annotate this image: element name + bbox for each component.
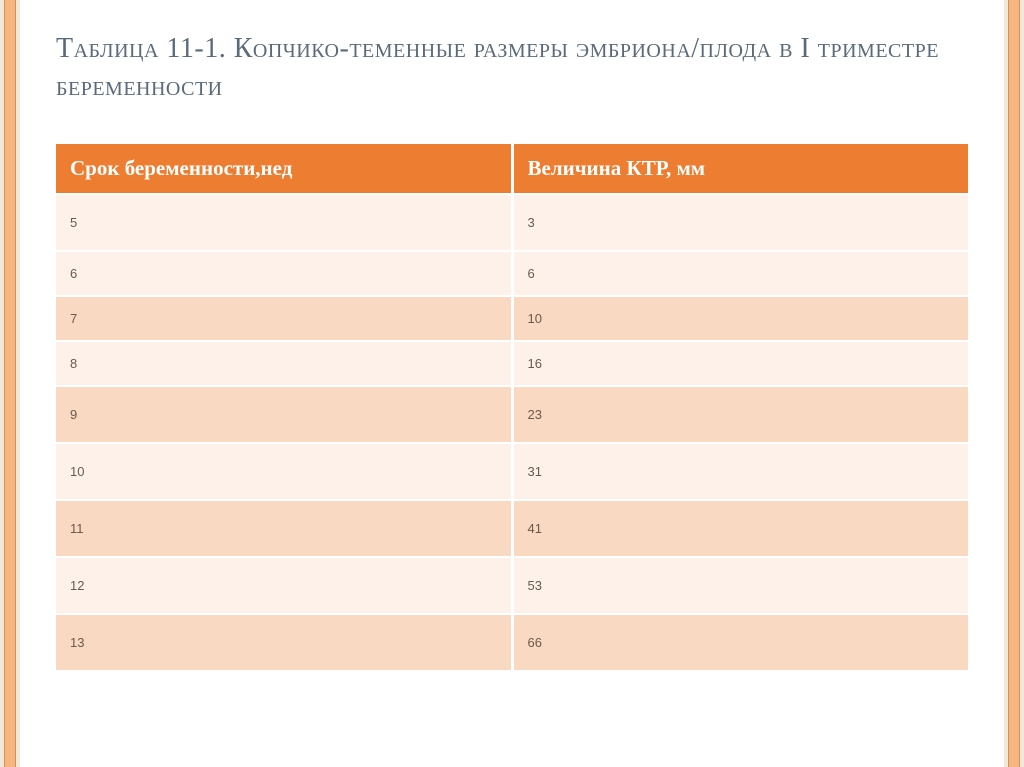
slide-frame: Таблица 11-1. Копчико-теменные размеры э… [0, 0, 1024, 767]
cell-weeks: 13 [56, 614, 512, 670]
table-row: 1366 [56, 614, 968, 670]
right-decor-strip [1008, 0, 1020, 767]
cell-ktr: 53 [512, 557, 968, 614]
cell-weeks: 5 [56, 194, 512, 251]
table-row: 816 [56, 341, 968, 386]
cell-weeks: 10 [56, 443, 512, 500]
table-row: 53 [56, 194, 968, 251]
cell-ktr: 3 [512, 194, 968, 251]
left-decor-strip [4, 0, 16, 767]
ktr-table: Срок беременности,нед Величина КТР, мм 5… [56, 144, 968, 670]
cell-weeks: 11 [56, 500, 512, 557]
slide-title: Таблица 11-1. Копчико-теменные размеры э… [56, 30, 968, 106]
cell-ktr: 16 [512, 341, 968, 386]
cell-ktr: 23 [512, 386, 968, 443]
cell-weeks: 6 [56, 251, 512, 296]
cell-ktr: 6 [512, 251, 968, 296]
table-body: 53667108169231031114112531366 [56, 194, 968, 670]
cell-weeks: 9 [56, 386, 512, 443]
table-header-row: Срок беременности,нед Величина КТР, мм [56, 144, 968, 194]
col-header-ktr: Величина КТР, мм [512, 144, 968, 194]
cell-weeks: 12 [56, 557, 512, 614]
cell-ktr: 31 [512, 443, 968, 500]
cell-ktr: 41 [512, 500, 968, 557]
cell-ktr: 66 [512, 614, 968, 670]
table-row: 1253 [56, 557, 968, 614]
cell-weeks: 7 [56, 296, 512, 341]
table-row: 923 [56, 386, 968, 443]
table-row: 710 [56, 296, 968, 341]
table-row: 1141 [56, 500, 968, 557]
table-row: 66 [56, 251, 968, 296]
slide-body: Таблица 11-1. Копчико-теменные размеры э… [20, 0, 1004, 767]
cell-weeks: 8 [56, 341, 512, 386]
col-header-weeks: Срок беременности,нед [56, 144, 512, 194]
table-row: 1031 [56, 443, 968, 500]
cell-ktr: 10 [512, 296, 968, 341]
